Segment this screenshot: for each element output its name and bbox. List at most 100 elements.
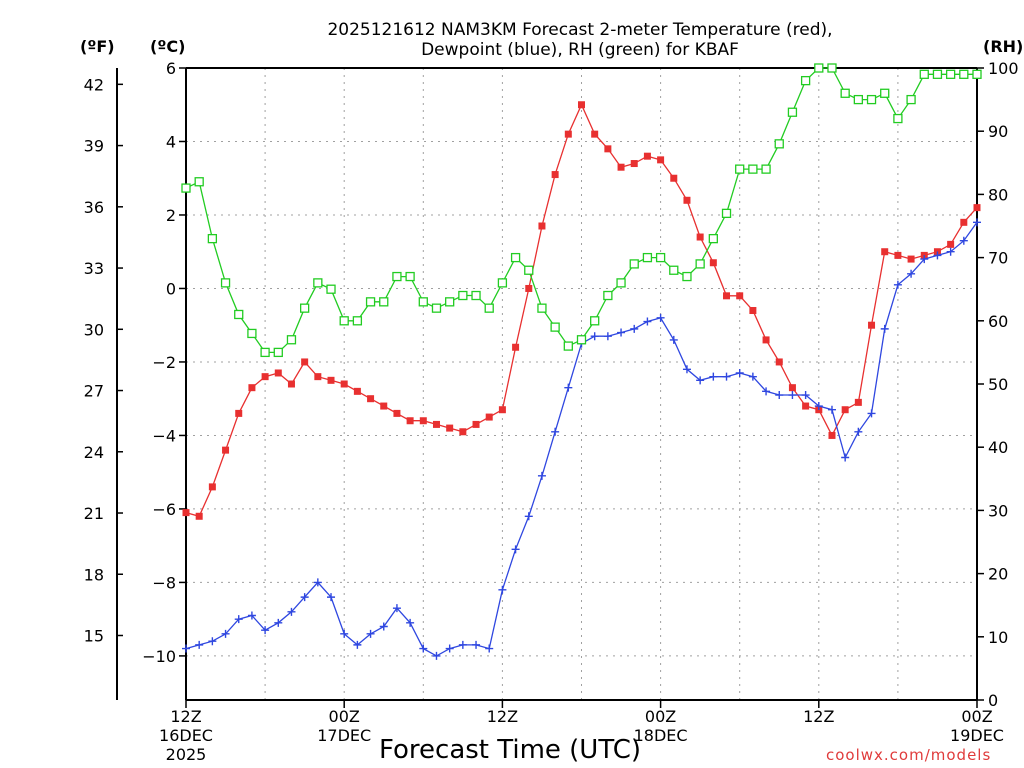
2meter-point — [327, 376, 335, 384]
celsius-tick-label: 2 — [166, 206, 176, 225]
dewpoint-point — [472, 640, 481, 649]
rh-tick-label: 10 — [988, 628, 1008, 647]
rh-point — [906, 94, 916, 105]
fahrenheit-tick-label: 33 — [84, 259, 104, 278]
2meter-point — [841, 406, 849, 414]
dewpoint-point — [682, 365, 691, 374]
x-tick-label-date: 18DEC — [634, 726, 688, 745]
rh-point — [365, 297, 376, 307]
dewpoint-point — [959, 236, 968, 245]
rh-point — [827, 63, 837, 73]
dewpoint-point — [511, 545, 520, 554]
x-tick-label-time: 00Z — [645, 707, 676, 726]
2meter-point — [446, 424, 454, 432]
dewpoint-point — [445, 644, 454, 653]
2meter-point — [881, 248, 889, 256]
rh-point — [260, 347, 270, 358]
rh-point — [431, 303, 442, 313]
2meter-point — [512, 343, 520, 351]
celsius-tick-label: −2 — [152, 353, 176, 372]
axes — [116, 67, 984, 708]
fahrenheit-tick-label: 15 — [84, 626, 104, 645]
rh-point — [405, 271, 415, 282]
dewpoint-point — [907, 269, 916, 278]
celsius-tick-label: 6 — [166, 59, 176, 78]
dewpoint-point — [208, 637, 217, 646]
gridlines — [186, 68, 977, 700]
rh-point — [207, 233, 218, 244]
rh-tick-label: 0 — [988, 691, 998, 710]
rh-point — [313, 278, 323, 288]
rh-point — [932, 69, 943, 79]
rh-point — [537, 303, 547, 313]
2meter-point — [406, 417, 414, 425]
rh-point — [721, 208, 732, 219]
2meter-point — [182, 509, 190, 517]
dewpoint-point — [419, 644, 428, 653]
tick-labels: 6420−2−4−6−8−104239363330272421181510090… — [84, 59, 1019, 764]
2meter-point — [591, 130, 599, 138]
2meter-point — [564, 130, 572, 138]
celsius-tick-label: −8 — [152, 573, 176, 592]
rh-tick-label: 20 — [988, 565, 1008, 584]
x-axis-label: Forecast Time (UTC) — [379, 735, 641, 765]
dewpoint-point — [274, 618, 283, 627]
celsius-tick-label: −10 — [142, 647, 176, 666]
2meter-point — [248, 384, 256, 392]
dewpoint-point — [234, 615, 243, 624]
2meter-point — [340, 380, 348, 388]
2meter-point — [749, 307, 757, 315]
rh-point — [299, 303, 310, 313]
dewpoint-point — [669, 335, 678, 344]
rh-point — [220, 278, 231, 288]
2meter-point — [301, 358, 309, 366]
rh-point — [497, 278, 508, 288]
2meter-point — [683, 196, 691, 204]
chart-title-line2: Dewpoint (blue), RH (green) for KBAF — [421, 40, 739, 60]
rh-point — [194, 177, 204, 187]
2meter-point — [498, 406, 506, 414]
2meter-point — [657, 156, 665, 164]
dewpoint-point — [867, 409, 876, 418]
2meter-point — [419, 417, 427, 425]
celsius-tick-label: −4 — [152, 426, 176, 445]
dewpoint-point — [261, 626, 270, 635]
dewpoint-point — [247, 611, 256, 620]
2meter-point — [696, 233, 704, 241]
rh-point — [787, 107, 798, 117]
rh-point — [800, 75, 811, 86]
rh-tick-label: 70 — [988, 249, 1008, 268]
dewpoint-point — [893, 280, 902, 289]
dewpoint-point — [643, 317, 652, 326]
rh-point — [379, 297, 389, 307]
2meter-point — [261, 373, 269, 381]
rh-point — [273, 347, 283, 358]
dewpoint-point — [920, 255, 929, 264]
rh-point — [655, 252, 666, 263]
2meter-point — [551, 171, 559, 179]
2meter-point — [222, 446, 230, 454]
2meter-point — [459, 428, 467, 436]
rh-point — [471, 290, 481, 301]
fahrenheit-tick-label: 36 — [84, 198, 104, 217]
rh-tick-label: 90 — [988, 122, 1008, 141]
dewpoint-point — [327, 593, 336, 602]
dewpoint-point — [366, 629, 375, 638]
dewpoint-point — [788, 391, 797, 400]
2meter-point — [353, 387, 361, 395]
x-tick-label-time: 12Z — [487, 707, 518, 726]
2meter-point — [367, 395, 375, 403]
x-tick-label-date: 19DEC — [950, 726, 1004, 745]
2meter-point — [525, 284, 533, 292]
rh-point — [234, 309, 244, 320]
rh-tick-label: 60 — [988, 312, 1008, 331]
dewpoint-point — [537, 471, 546, 480]
dewpoint-point — [933, 251, 942, 260]
rh-point — [853, 94, 863, 105]
2meter-point — [287, 380, 295, 388]
dewpoint-point — [696, 376, 705, 385]
rh-point — [181, 183, 191, 193]
2meter-point — [485, 413, 493, 421]
rh-series — [181, 63, 982, 358]
